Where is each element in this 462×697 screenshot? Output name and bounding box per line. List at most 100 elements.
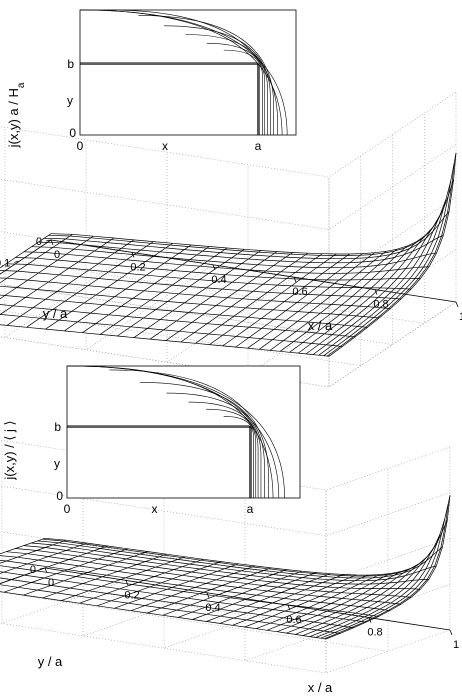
mesh-line-y: [305, 226, 434, 355]
inset-label-x: x: [162, 139, 168, 153]
mesh-line-y: [61, 556, 186, 601]
contour-line: [164, 25, 271, 135]
contour-line: [138, 15, 274, 135]
x-tick: [206, 592, 210, 598]
mesh-line-y: [289, 241, 417, 353]
mesh-line-x: [23, 545, 429, 585]
mesh-line-y: [0, 542, 88, 574]
mesh-line-y: [312, 215, 441, 355]
mesh-line-y: [0, 545, 108, 585]
mesh-line-y: [64, 244, 192, 332]
gridline: [50, 92, 457, 303]
mesh-line-y: [266, 573, 392, 631]
mesh-line-y: [45, 243, 173, 330]
mesh-line-y: [0, 539, 67, 564]
gridline: [0, 155, 362, 367]
z-axis-label-sub: a: [16, 82, 27, 88]
mesh-line-y: [235, 253, 363, 348]
mesh-line-y: [180, 252, 309, 343]
inset-label-b: b: [54, 420, 61, 434]
inset-label-x: x: [152, 502, 158, 516]
inset-label-b: b: [67, 57, 74, 71]
mesh-line-y: [315, 534, 441, 638]
inset-origin-y: 0: [56, 489, 63, 503]
x-tick: [449, 629, 453, 636]
mesh-line-y: [79, 558, 204, 604]
mesh-line-y: [279, 245, 408, 352]
mesh-line-y: [130, 565, 256, 612]
mesh-line-y: [209, 253, 337, 345]
contour-line: [79, 9, 288, 136]
mesh-line-y: [286, 568, 411, 634]
mesh-line-y: [0, 237, 115, 315]
x-tick-label: 0: [48, 577, 54, 589]
y-axis-label: y / a: [38, 654, 63, 669]
contour-line: [223, 415, 254, 498]
grid: [0, 439, 451, 674]
grid: [0, 91, 457, 388]
mesh-line-y: [0, 537, 46, 555]
mesh-line-y: [6, 239, 135, 326]
mesh-line-x: [15, 548, 421, 590]
gridline: [0, 144, 457, 230]
y-axis: [0, 239, 52, 275]
inset-label-a: a: [255, 139, 262, 153]
gridline: [0, 177, 330, 388]
mesh-line-x: [44, 211, 450, 260]
z-axis-label: j(x,y) a / Ha: [6, 82, 27, 148]
x-tick-label: 1: [453, 639, 459, 651]
mesh-line-x: [50, 152, 457, 255]
contour-line: [166, 392, 262, 498]
x-tick-label: 0.8: [373, 299, 388, 311]
mesh-line-y: [269, 248, 398, 351]
x-tick: [131, 252, 135, 258]
mesh-line-y: [96, 561, 222, 607]
mesh-line-y: [162, 569, 287, 616]
contour-line: [67, 425, 252, 498]
y-tick-label: 0: [30, 564, 36, 576]
x-axis-label: x / a: [308, 318, 333, 333]
inset-origin-y: 0: [69, 126, 76, 140]
y-axis-label: y / a: [43, 306, 68, 321]
mesh-line-y: [195, 253, 323, 344]
inset-label-a: a: [247, 502, 254, 516]
inset-origin-x: 0: [77, 139, 84, 153]
mesh-line-y: [295, 563, 420, 635]
gridline: [44, 447, 451, 631]
mesh-line-y: [302, 556, 428, 636]
inset-frame: [66, 365, 301, 499]
mesh-line-y: [247, 252, 375, 349]
mesh-line-y: [23, 551, 148, 596]
mesh-line-y: [297, 235, 426, 354]
y-tick-label: 0.1: [0, 257, 10, 269]
x-tick: [125, 580, 129, 586]
mesh-line-y: [99, 247, 228, 335]
mesh-line-x: [0, 324, 330, 357]
x-tick-label: 0: [54, 249, 60, 261]
mesh-line-y: [42, 553, 167, 599]
mesh-line-y: [0, 233, 52, 269]
mesh-line-y: [219, 574, 344, 624]
y-tick: [45, 239, 52, 242]
mesh-line-y: [276, 571, 402, 633]
x-tick-label: 0.6: [292, 286, 307, 298]
x-tick: [293, 277, 297, 283]
mesh-line-y: [0, 234, 73, 284]
mesh-line-y: [82, 246, 210, 333]
mesh-line-y: [149, 251, 278, 340]
gridline: [166, 152, 295, 363]
mesh-line-y: [256, 574, 381, 630]
x-tick-label: 0.4: [205, 602, 220, 614]
contour-line: [206, 42, 266, 135]
mesh-line-y: [0, 235, 94, 300]
mesh-line-y: [232, 574, 357, 626]
surface-mesh: [0, 152, 457, 357]
contour-line: [108, 9, 278, 135]
contour-line: [66, 365, 285, 499]
inset-label-y: y: [54, 457, 60, 471]
mesh-line-y: [326, 163, 455, 357]
mesh-line-y: [222, 253, 350, 347]
strip-edge: [67, 426, 251, 498]
surface-plot-top: 05010015020000.20.40.60.8100.10.20.30.4j…: [0, 9, 462, 388]
mesh-line-y: [3, 548, 129, 593]
